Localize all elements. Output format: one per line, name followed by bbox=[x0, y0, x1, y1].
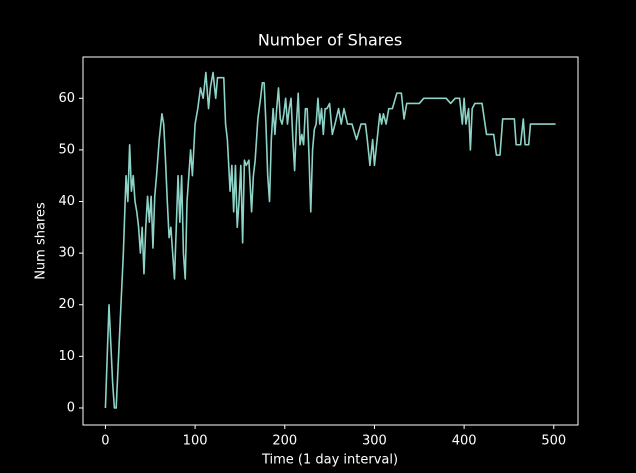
x-tick-label: 500 bbox=[541, 434, 566, 449]
y-tick-label: 60 bbox=[58, 91, 75, 106]
x-tick-label: 0 bbox=[101, 434, 109, 449]
y-tick-label: 0 bbox=[67, 400, 75, 415]
x-tick-label: 200 bbox=[272, 434, 297, 449]
y-tick-label: 40 bbox=[58, 194, 75, 209]
x-tick-label: 100 bbox=[183, 434, 208, 449]
x-tick-label: 400 bbox=[452, 434, 477, 449]
y-tick-label: 30 bbox=[58, 246, 75, 261]
y-tick-label: 10 bbox=[58, 349, 75, 364]
y-tick-label: 50 bbox=[58, 142, 75, 157]
axes-frame bbox=[82, 56, 579, 426]
x-axis-label: Time (1 day interval) bbox=[261, 453, 398, 468]
y-tick-label: 20 bbox=[58, 297, 75, 312]
data-line bbox=[104, 71, 556, 409]
y-axis-label: Num shares bbox=[34, 202, 49, 280]
chart-title: Number of Shares bbox=[258, 31, 402, 50]
x-tick-label: 300 bbox=[362, 434, 387, 449]
